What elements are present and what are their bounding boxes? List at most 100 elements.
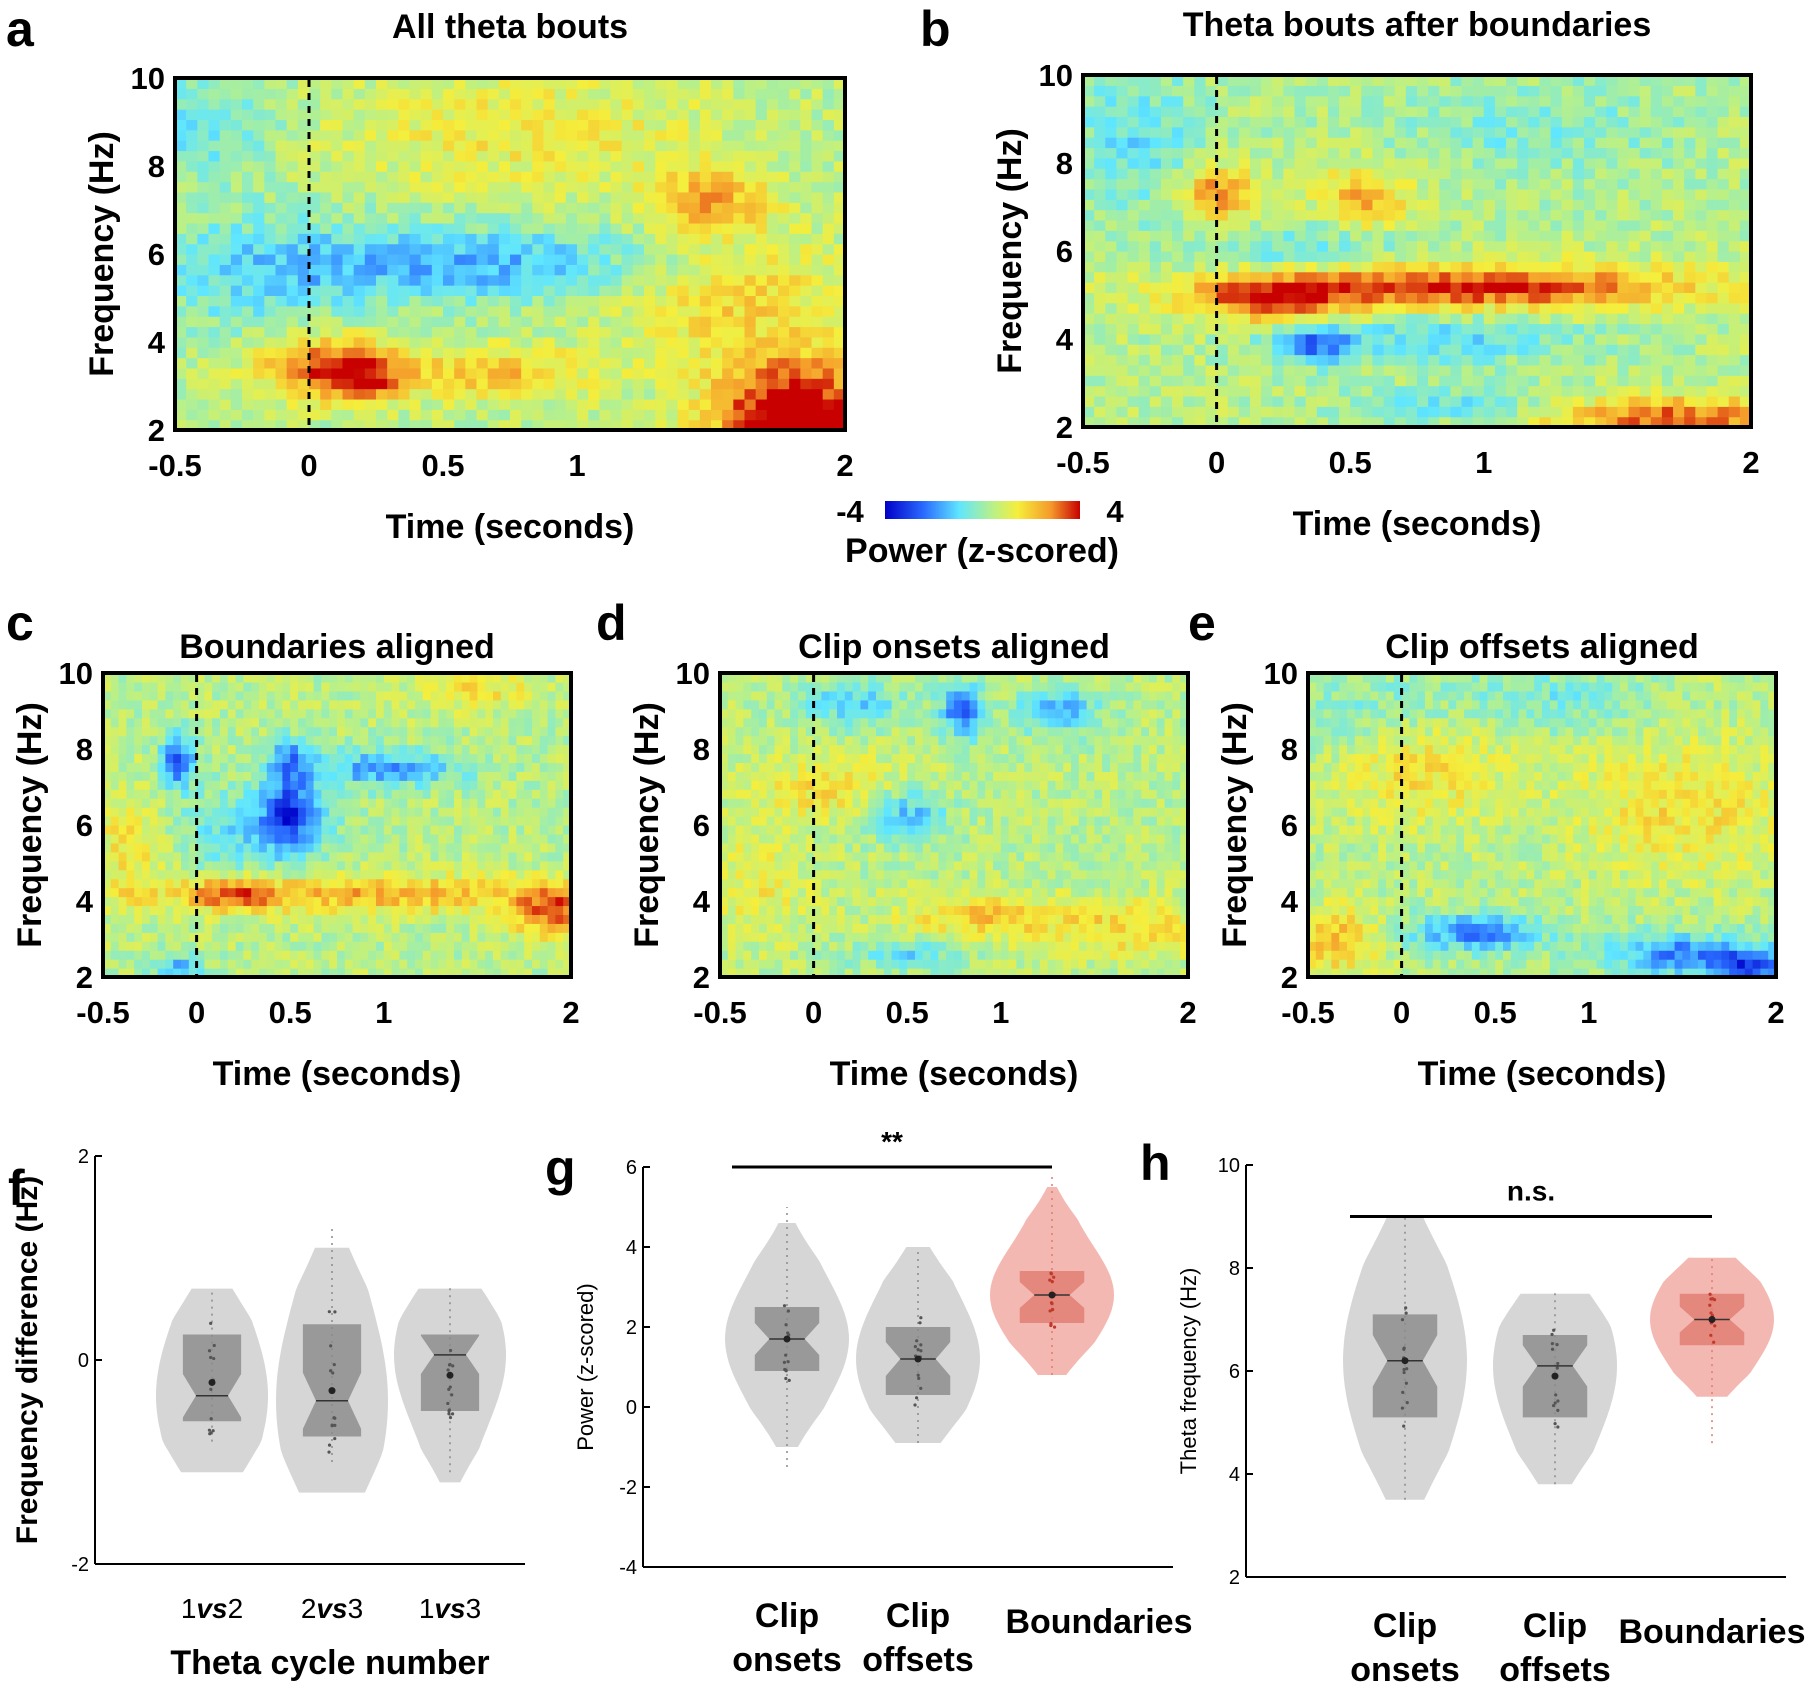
heatmap-cell [733, 202, 746, 214]
heatmap-cell [364, 295, 377, 307]
heatmap-cell [822, 160, 835, 172]
heatmap-cell [1695, 199, 1708, 211]
heatmap-cell [1127, 302, 1140, 314]
heatmap-cell [1439, 85, 1451, 97]
heatmap-cell [1305, 147, 1318, 159]
heatmap-cell [1572, 116, 1585, 128]
heatmap-cell [1483, 168, 1496, 180]
heatmap-cell [822, 98, 835, 110]
heatmap-cell [420, 409, 433, 421]
heatmap-cell [204, 887, 213, 898]
heatmap-cell [1706, 126, 1719, 138]
heatmap-cell [1149, 168, 1162, 180]
heatmap-cell [1372, 85, 1385, 97]
heatmap-cell [1339, 251, 1351, 262]
heatmap-cell [1572, 240, 1585, 252]
heatmap-cell [666, 202, 679, 214]
heatmap-cell [476, 171, 489, 183]
heatmap-cell [1094, 251, 1106, 262]
heatmap-cell [103, 825, 112, 835]
heatmap-cell [110, 816, 120, 826]
heatmap-cell [699, 160, 712, 172]
heatmap-cell [320, 109, 332, 121]
heatmap-cell [409, 160, 422, 172]
heatmap-cell [565, 409, 578, 421]
heatmap-cell [118, 959, 127, 969]
heatmap-cell [103, 905, 112, 916]
heatmap-cell [487, 160, 500, 172]
heatmap-cell [722, 212, 734, 224]
heatmap-cell [755, 171, 768, 183]
heatmap-cell [126, 905, 135, 916]
heatmap-cell [1094, 168, 1106, 180]
heatmap-cell [1428, 199, 1440, 211]
heatmap-cell [1194, 333, 1207, 345]
heatmap-cell [621, 191, 634, 203]
heatmap-cell [398, 233, 411, 245]
heatmap-cell [1372, 261, 1385, 273]
heatmap-cell [1361, 406, 1374, 418]
heatmap-cell [1339, 406, 1351, 418]
heatmap-cell [387, 326, 399, 338]
heatmap-cell [243, 878, 252, 889]
heatmap-cell [342, 88, 355, 100]
heatmap-cell [476, 119, 489, 131]
heatmap-cell [1673, 178, 1685, 190]
heatmap-cell [1695, 385, 1708, 397]
heatmap-cell [1728, 416, 1741, 428]
heatmap-cell [1572, 199, 1585, 211]
heatmap-cell [487, 150, 500, 162]
heatmap-cell [274, 798, 283, 808]
heatmap-cell [1561, 354, 1574, 366]
heatmap-cell [264, 419, 277, 431]
heatmap-cell [188, 726, 198, 737]
heatmap-cell [1428, 406, 1440, 418]
heatmap-cell [543, 254, 556, 265]
heatmap-cell [565, 347, 578, 359]
heatmap-cell [1305, 395, 1318, 407]
heatmap-cell [309, 419, 321, 431]
heatmap-cell [1494, 416, 1507, 428]
heatmap-cell [443, 222, 455, 234]
heatmap-cell [1250, 126, 1262, 138]
heatmap-cell [1684, 333, 1696, 345]
heatmap-cell [157, 735, 166, 746]
heatmap-cell [1595, 95, 1607, 107]
heatmap-cell [1194, 137, 1207, 149]
heatmap-cell [175, 88, 187, 100]
heatmap-cell [1595, 251, 1607, 262]
heatmap-cell [1461, 209, 1474, 221]
heatmap-cell [331, 88, 344, 100]
heatmap-cell [1327, 375, 1340, 387]
heatmap-cell [181, 762, 190, 772]
heatmap-cell [1149, 364, 1162, 376]
heatmap-cell [1595, 85, 1607, 97]
heatmap-cell [755, 274, 768, 286]
heatmap-cell [1695, 126, 1708, 138]
heatmap-cell [577, 295, 589, 307]
heatmap-cell [498, 160, 511, 172]
heatmap-cell [1661, 375, 1674, 387]
heatmap-cell [1327, 147, 1340, 159]
heatmap-cell [1383, 240, 1396, 252]
heatmap-cell [1127, 406, 1140, 418]
heatmap-cell [282, 941, 291, 951]
heatmap-cell [1350, 219, 1362, 231]
heatmap-cell [554, 243, 567, 255]
heatmap-cell [1539, 230, 1552, 242]
heatmap-cell [1183, 385, 1195, 397]
heatmap-cell [778, 388, 790, 400]
heatmap-cell [353, 160, 366, 172]
heatmap-cell [699, 181, 712, 193]
heatmap-cell [833, 88, 846, 100]
heatmap-cell [1439, 282, 1451, 294]
heatmap-cell [1517, 75, 1529, 86]
heatmap-cell [297, 78, 310, 89]
heatmap-cell [1216, 126, 1229, 138]
heatmap-cell [1327, 168, 1340, 180]
heatmap-cell [677, 243, 690, 255]
heatmap-cell [149, 959, 159, 969]
heatmap-cell [610, 357, 623, 369]
heatmap-cell [149, 673, 159, 683]
heatmap-cell [1238, 271, 1251, 283]
